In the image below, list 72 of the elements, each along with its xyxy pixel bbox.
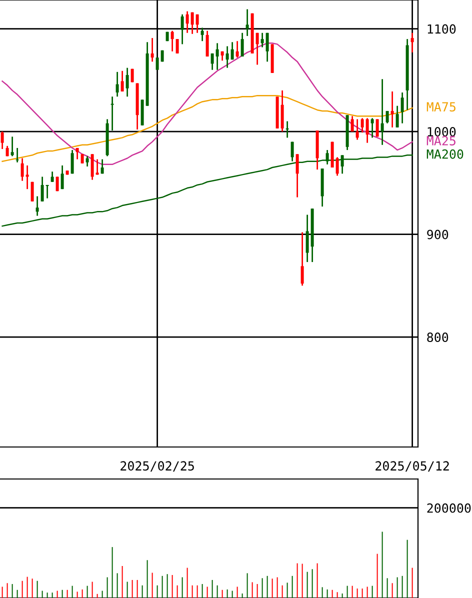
candlestick [240,32,244,58]
candlestick [100,158,104,174]
y-tick-label: 1000 [428,127,456,136]
y-tick-label: 200000 [427,503,471,513]
candlestick [56,176,59,192]
candlestick [196,14,199,34]
candlestick [360,117,364,134]
candlestick [266,32,269,62]
candlestick [216,42,219,71]
candlestick [86,156,89,168]
series-label: MA200 [426,149,464,159]
candlestick [230,41,234,60]
candlestick [366,117,369,144]
candlestick [286,120,289,138]
candlestick [180,14,184,45]
line-series [2,154,413,227]
candlestick [280,90,284,132]
candlestick [210,52,214,71]
candlestick [190,12,194,35]
candlestick [386,110,389,124]
candlestick [356,118,359,140]
series-label: MA25 [426,136,456,146]
candlestick [336,156,339,176]
candlestick [30,181,34,202]
series-label: MA75 [426,102,456,112]
candlestick [36,196,39,216]
candlestick [46,184,49,200]
x-tick-label: 2025/02/25 [120,461,194,472]
y-tick-label: 900 [427,230,448,240]
candlestick [300,232,304,286]
candlestick [170,30,174,52]
candlestick [306,214,309,263]
candlestick [370,117,374,138]
candlestick [400,92,404,124]
candlestick [390,90,394,128]
candlestick [126,67,129,98]
candlestick [20,158,24,182]
candlestick [176,38,179,54]
candlestick [380,78,384,146]
candlestick [40,176,44,202]
line-series [2,94,413,162]
candlestick [156,56,159,71]
candlestick [396,105,399,128]
candlestick [150,37,154,62]
candlestick [296,153,299,198]
candlestick [206,30,209,58]
y-tick-label: 1100 [428,24,456,34]
candlestick [236,40,239,58]
candlestick [16,147,19,164]
y-tick-label: 800 [427,332,448,342]
candlestick [116,71,119,98]
candlestick [70,149,74,174]
candlestick [200,27,204,42]
candlestick [410,32,414,54]
candlestick [50,170,54,183]
candlestick [80,153,84,164]
candlestick [10,136,14,157]
x-tick-label: 2025/05/12 [376,461,449,472]
candlestick [120,70,124,92]
candlestick [60,164,64,190]
candlestick [110,96,114,132]
candlestick [226,46,229,69]
candlestick [350,115,354,132]
candlestick [256,32,259,66]
candlestick [376,118,379,138]
candlestick [246,8,249,37]
candlestick [186,10,189,34]
candlestick [96,158,99,176]
candlestick [26,164,29,190]
candlestick [0,130,4,150]
candlestick [260,32,264,48]
candlestick [90,153,94,181]
